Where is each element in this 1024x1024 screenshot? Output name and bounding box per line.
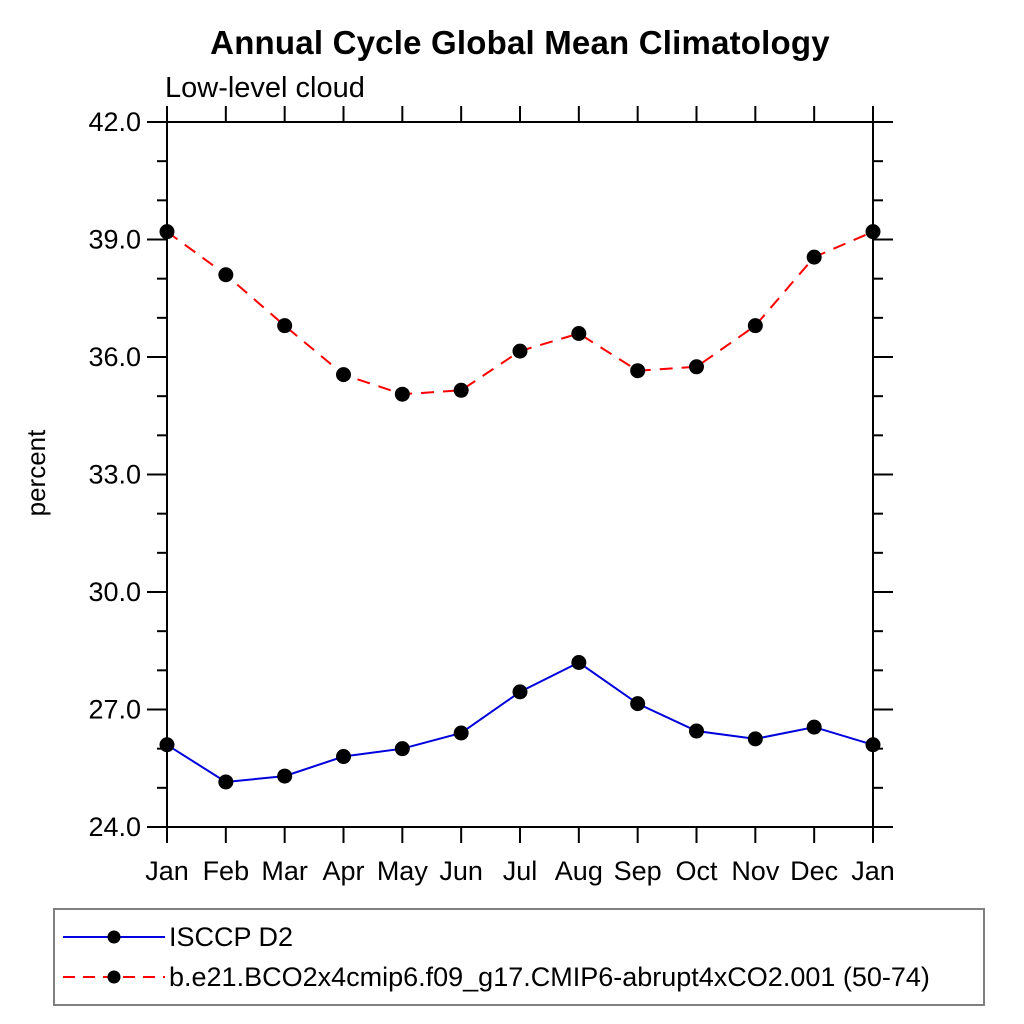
x-tick-label: Jan — [145, 856, 189, 886]
data-point-marker — [394, 386, 410, 402]
data-point-marker — [277, 318, 293, 334]
legend-sample-marker — [107, 970, 121, 984]
data-point-marker — [159, 737, 175, 753]
legend-item: b.e21.BCO2x4cmip6.f09_g17.CMIP6-abrupt4x… — [61, 957, 983, 997]
y-tick-label: 27.0 — [88, 695, 141, 725]
legend-line-sample — [63, 970, 165, 984]
series-markers-0 — [159, 655, 881, 790]
series-line-0 — [166, 661, 874, 784]
data-point-marker — [218, 267, 234, 283]
data-point-marker — [630, 363, 646, 379]
series-line-1 — [166, 230, 874, 396]
data-point-marker — [747, 318, 763, 334]
x-tick-label: Jun — [439, 856, 483, 886]
y-tick-label: 36.0 — [88, 342, 141, 372]
data-point-marker — [453, 382, 469, 398]
data-point-marker — [571, 655, 587, 670]
data-point-marker — [512, 684, 528, 700]
data-point-marker — [806, 249, 822, 265]
data-point-marker — [865, 737, 881, 753]
data-point-marker — [689, 359, 704, 375]
legend-item: ISCCP D2 — [61, 917, 983, 957]
plot-frame — [166, 121, 874, 828]
data-point-marker — [159, 224, 175, 240]
legend: ISCCP D2 b.e21.BCO2x4cmip6.f09_g17.CMIP6… — [53, 908, 985, 1006]
data-point-marker — [394, 741, 410, 757]
data-point-marker — [336, 749, 351, 764]
x-tick-label: Aug — [555, 856, 603, 886]
data-point-marker — [336, 367, 351, 383]
legend-label: ISCCP D2 — [169, 921, 294, 952]
x-tick-label: Jan — [851, 856, 895, 886]
data-point-marker — [218, 774, 234, 790]
data-point-marker — [277, 768, 293, 784]
x-tick-label: Dec — [790, 856, 838, 886]
legend-line-sample — [63, 930, 165, 944]
y-tick-label: 30.0 — [88, 577, 141, 607]
x-tick-label: Nov — [731, 856, 780, 886]
x-tick-label: Apr — [322, 856, 364, 886]
chart-title: Annual Cycle Global Mean Climatology — [210, 24, 830, 61]
chart-subtitle: Low-level cloud — [165, 72, 365, 104]
series-markers-1 — [159, 224, 881, 402]
y-tick-label: 42.0 — [88, 107, 141, 137]
x-tick-label: Jul — [503, 856, 538, 886]
data-point-marker — [630, 696, 646, 712]
legend-label: b.e21.BCO2x4cmip6.f09_g17.CMIP6-abrupt4x… — [169, 961, 930, 992]
y-axis-ticks: 24.0 27.0 30.0 33.0 36.0 39.0 42.0 — [88, 107, 893, 842]
data-line — [166, 661, 874, 784]
data-point-marker — [512, 343, 528, 359]
x-tick-label: May — [377, 856, 429, 886]
data-point-marker — [689, 723, 704, 739]
x-axis-ticks: Jan Feb Mar Apr May Jun Jul Aug Sep Oct Nov Dec Jan — [145, 106, 895, 886]
data-point-marker — [453, 725, 469, 741]
data-point-marker — [747, 731, 763, 747]
data-point-marker — [571, 326, 587, 341]
data-line — [166, 230, 874, 396]
y-tick-label: 39.0 — [88, 225, 141, 255]
x-tick-label: Oct — [675, 856, 718, 886]
x-tick-label: Feb — [203, 856, 250, 886]
y-tick-label: 33.0 — [88, 460, 141, 490]
x-tick-label: Sep — [614, 856, 662, 886]
y-axis-label: percent — [21, 429, 51, 516]
y-tick-label: 24.0 — [88, 812, 141, 842]
data-point-marker — [806, 719, 822, 735]
data-point-marker — [865, 224, 881, 240]
x-tick-label: Mar — [261, 856, 308, 886]
legend-sample-marker — [107, 930, 121, 944]
